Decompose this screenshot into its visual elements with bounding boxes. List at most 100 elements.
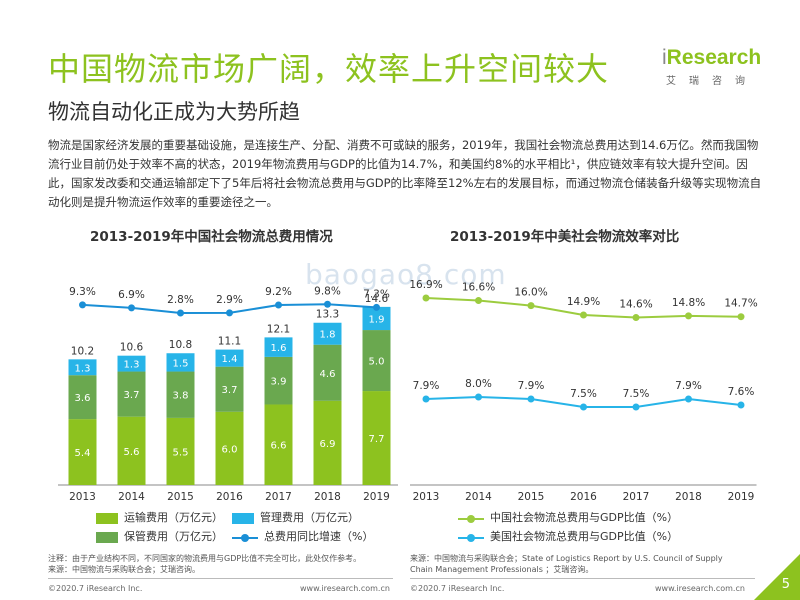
bar-segment-storage xyxy=(215,366,244,412)
corner-decoration xyxy=(754,554,800,600)
bar-value-label: 3.7 xyxy=(124,390,140,401)
legend-swatch-us xyxy=(458,532,484,543)
left-chart-title: 2013-2019年中国社会物流总费用情况 xyxy=(90,229,333,245)
bar-value-label: 3.7 xyxy=(222,385,238,396)
legend-item-storage: 保管费用（万亿元） xyxy=(96,528,223,544)
legend-label-storage: 保管费用（万亿元） xyxy=(124,530,223,543)
bar-segment-storage xyxy=(313,344,342,401)
legend-swatch-transport xyxy=(96,512,118,524)
china-point xyxy=(737,313,745,321)
bar-value-label: 5.5 xyxy=(173,447,189,458)
right-source-line-1: 来源：中国物流与采购联合会；State of Logistics Report … xyxy=(410,554,723,563)
footer-copyright-right: ©2020.7 iResearch Inc. xyxy=(410,584,505,593)
legend-item-management: 管理费用（万亿元） xyxy=(232,509,359,525)
us-value-label: 7.6% xyxy=(728,386,755,398)
legend-swatch-growth xyxy=(232,532,258,543)
legend-item-china: 中国社会物流总费用与GDP比值（%） xyxy=(458,509,678,525)
cost-bar-chart: 5.4 3.6 1.3 10.2 2013 5.6 3.7 1.3 10.6 2014 5.5 3.8… xyxy=(58,285,398,503)
bar-value-label: 1.3 xyxy=(124,360,140,371)
x-tick-label: 2015 xyxy=(167,491,194,503)
us-value-label: 8.0% xyxy=(465,378,492,390)
footer-url-left: www.iresearch.com.cn xyxy=(300,584,390,593)
legend-item-transport: 运输费用（万亿元） xyxy=(96,509,223,525)
us-value-label: 7.5% xyxy=(570,388,597,400)
growth-point xyxy=(324,300,331,308)
legend-label-us: 美国社会物流总费用与GDP比值（%） xyxy=(490,530,679,543)
legend-label-china: 中国社会物流总费用与GDP比值（%） xyxy=(490,511,679,524)
us-point xyxy=(475,393,482,401)
bar-value-label: 1.6 xyxy=(271,343,287,354)
growth-point xyxy=(177,309,184,317)
bar-segment-transport xyxy=(362,391,391,485)
us-value-label: 7.9% xyxy=(413,380,440,392)
logo-wordmark: Research xyxy=(666,46,762,69)
bar-value-label: 5.6 xyxy=(124,447,140,458)
x-tick-label: 2015 xyxy=(518,491,545,503)
china-point xyxy=(632,314,640,322)
x-tick-label: 2016 xyxy=(216,491,243,503)
bar-segment-management xyxy=(313,322,342,345)
bar-value-label: 6.6 xyxy=(271,441,287,452)
x-tick-label: 2013 xyxy=(69,491,96,503)
bar-segment-storage xyxy=(264,356,293,405)
bar-segment-storage xyxy=(166,371,195,418)
us-value-label: 7.5% xyxy=(623,388,650,400)
footer-url-right: www.iresearch.com.cn xyxy=(655,584,745,593)
page-subtitle: 物流自动化正成为大势所趋 xyxy=(48,100,300,124)
growth-point xyxy=(128,304,135,312)
us-value-label: 7.9% xyxy=(675,380,702,392)
china-point xyxy=(527,302,535,310)
watermark: baogao8.com xyxy=(305,258,507,291)
bar-segment-management xyxy=(215,349,244,367)
legend-swatch-storage xyxy=(96,531,118,543)
bar-segment-transport xyxy=(313,400,342,485)
bar-value-label: 3.9 xyxy=(271,377,287,388)
legend-swatch-china xyxy=(458,513,484,524)
left-notes: 注释：由于产业结构不同，不同国家的物流费用与GDP比值不完全可比，此处仅作参考。… xyxy=(48,553,361,575)
legend-item-growth: 总费用同比增速（%） xyxy=(232,528,373,544)
bar-value-label: 1.5 xyxy=(173,358,189,369)
bar-segment-storage xyxy=(362,330,391,392)
china-value-label: 14.8% xyxy=(672,297,705,309)
footer-copyright-left: ©2020.7 iResearch Inc. xyxy=(48,584,143,593)
x-tick-label: 2016 xyxy=(570,491,597,503)
bar-segment-management xyxy=(362,306,391,331)
bar-total-label: 12.1 xyxy=(267,323,290,335)
bar-total-label: 13.3 xyxy=(316,309,339,321)
us-value-label: 7.9% xyxy=(518,380,545,392)
x-tick-label: 2017 xyxy=(265,491,292,503)
china-point xyxy=(422,294,430,302)
bar-value-label: 1.9 xyxy=(369,314,385,325)
china-value-label: 14.7% xyxy=(724,298,757,310)
x-tick-label: 2019 xyxy=(728,491,755,503)
right-source-line-2: Chain Management Professionals ；艾瑞咨询。 xyxy=(410,565,594,574)
bar-value-label: 5.4 xyxy=(75,448,91,459)
legend-label-transport: 运输费用（万亿元） xyxy=(124,511,223,524)
bar-value-label: 1.8 xyxy=(320,330,336,341)
bar-segment-transport xyxy=(166,417,195,485)
growth-label: 2.9% xyxy=(216,294,243,306)
growth-label: 9.8% xyxy=(314,285,341,297)
footer-divider-right xyxy=(410,578,755,579)
china-value-label: 14.9% xyxy=(567,296,600,308)
legend-label-growth: 总费用同比增速（%） xyxy=(264,530,374,543)
bar-value-label: 6.9 xyxy=(320,439,336,450)
bar-value-label: 4.6 xyxy=(320,369,336,380)
intro-paragraph: 物流是国家经济发展的重要基础设施，是连接生产、分配、消费不可或缺的服务，2019… xyxy=(48,138,762,209)
bar-segment-storage xyxy=(68,375,97,420)
x-tick-label: 2014 xyxy=(465,491,492,503)
logo-letter-i: i xyxy=(662,46,667,69)
bar-segment-transport xyxy=(117,416,146,485)
x-tick-label: 2018 xyxy=(314,491,341,503)
bar-value-label: 1.4 xyxy=(222,354,238,365)
bar-segment-management xyxy=(117,355,146,372)
footer-divider-left xyxy=(48,578,393,579)
china-point xyxy=(580,311,587,319)
right-notes: 来源：中国物流与采购联合会；State of Logistics Report … xyxy=(410,553,755,575)
legend-item-us: 美国社会物流总费用与GDP比值（%） xyxy=(458,528,678,544)
bar-value-label: 7.7 xyxy=(369,434,385,445)
bar-segment-transport xyxy=(264,404,293,485)
x-tick-label: 2018 xyxy=(675,491,702,503)
growth-point xyxy=(226,309,233,317)
left-source-line: 来源：中国物流与采购联合会；艾瑞咨询。 xyxy=(48,565,200,574)
